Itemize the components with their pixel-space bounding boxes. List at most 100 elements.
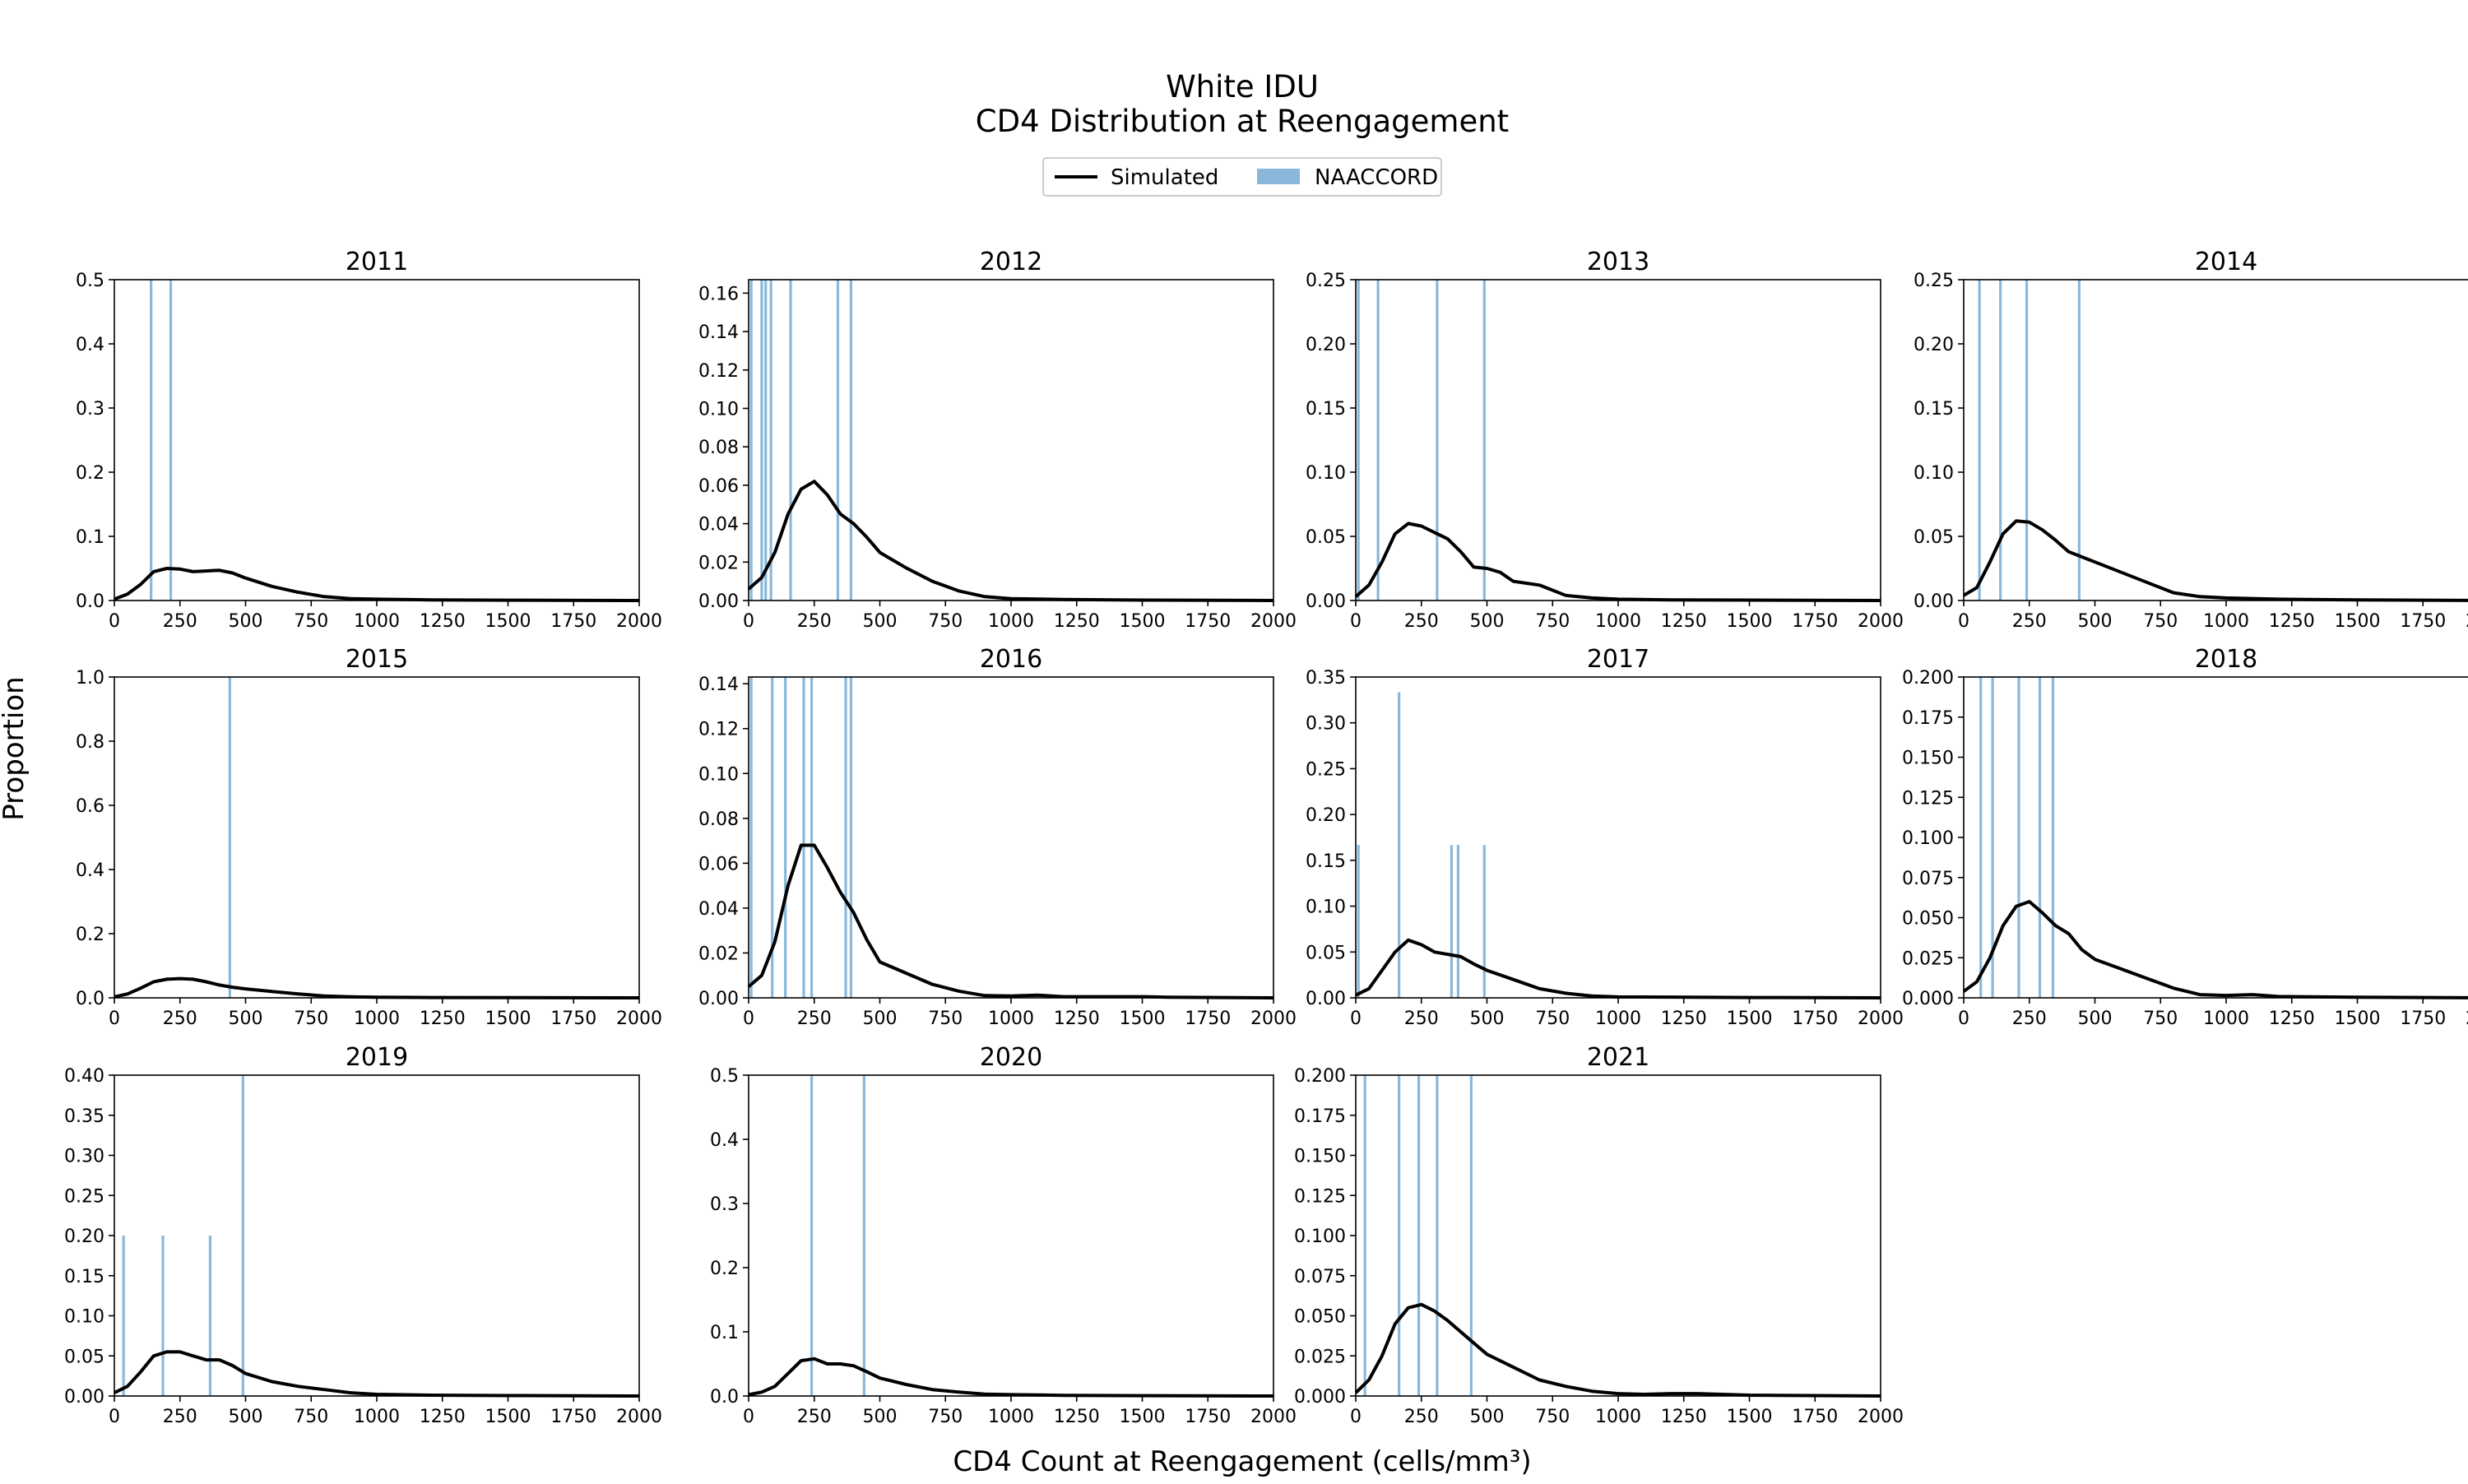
naaccord-bar — [849, 677, 853, 998]
naaccord-bar — [1357, 845, 1360, 998]
naaccord-bar — [760, 280, 763, 601]
x-tick-label: 2000 — [1250, 611, 1297, 632]
naaccord-bar — [2025, 280, 2029, 601]
x-tick-label: 1250 — [1661, 1407, 1707, 1427]
y-tick-label: 0.100 — [1294, 1227, 1346, 1247]
x-tick-label: 1750 — [550, 1009, 596, 1029]
x-axis-label: CD4 Count at Reengagement (cells/mm³) — [953, 1445, 1531, 1478]
y-tick-label: 0.20 — [1306, 335, 1346, 355]
naaccord-bar — [1978, 280, 1981, 601]
y-tick-label: 0.16 — [698, 284, 739, 304]
y-tick-label: 0.10 — [1306, 463, 1346, 484]
simulated-line — [1962, 519, 2468, 602]
panels: 2011 0 250 500 750 1000 1250 1500 1750 2000 0.0 0.1… — [64, 248, 2468, 1427]
y-tick-label: 0.25 — [64, 1186, 104, 1207]
y-tick-label: 0.14 — [698, 322, 739, 343]
y-tick-label: 0.06 — [698, 476, 739, 497]
legend-naaccord-swatch — [1257, 169, 1300, 184]
x-tick-label: 750 — [928, 1407, 963, 1427]
x-tick-label: 2000 — [616, 1407, 662, 1427]
x-tick-label: 0 — [109, 1407, 120, 1427]
x-tick-label: 250 — [797, 1407, 832, 1427]
x-tick-label: 500 — [863, 611, 898, 632]
x-tick-label: 250 — [2012, 1009, 2047, 1029]
y-tick-label: 0.0 — [76, 591, 104, 612]
y-tick-label: 0.1 — [710, 1323, 739, 1343]
panel-title: 2019 — [346, 1043, 408, 1072]
x-tick-label: 2000 — [1858, 611, 1904, 632]
y-tick-label: 0.10 — [698, 399, 739, 420]
y-tick-label: 0.05 — [64, 1347, 104, 1367]
x-tick-label: 250 — [163, 611, 197, 632]
y-tick-label: 0.00 — [64, 1387, 104, 1407]
naaccord-bar — [169, 280, 173, 601]
naaccord-bar — [784, 677, 787, 998]
y-tick-label: 0.150 — [1902, 749, 1954, 769]
y-tick-label: 0.02 — [698, 944, 739, 964]
naaccord-bar — [769, 280, 772, 601]
y-tick-label: 0.15 — [64, 1267, 104, 1287]
panel-title: 2021 — [1587, 1043, 1649, 1072]
naaccord-bar — [2038, 677, 2042, 998]
y-tick-label: 0.25 — [1306, 759, 1346, 780]
naaccord-bar — [1482, 280, 1486, 601]
x-tick-label: 1250 — [420, 1009, 466, 1029]
x-tick-label: 750 — [294, 611, 328, 632]
y-tick-label: 0.00 — [1306, 591, 1346, 612]
naaccord-bar — [749, 280, 753, 601]
y-tick-label: 0.12 — [698, 361, 739, 382]
x-tick-label: 2000 — [616, 1009, 662, 1029]
naaccord-bar — [1991, 677, 1994, 998]
panel-2014: 2014 0 250 500 750 1000 1250 1500 1750 2000 0.00 0.… — [1914, 248, 2468, 632]
y-tick-label: 0.15 — [1306, 399, 1346, 420]
legend-frame — [1042, 157, 1442, 197]
x-tick-label: 500 — [2078, 611, 2113, 632]
panel-title: 2018 — [2195, 645, 2257, 674]
simulated-line — [747, 843, 1274, 999]
y-tick-label: 0.125 — [1294, 1186, 1346, 1207]
simulated-line — [114, 1350, 640, 1398]
x-tick-label: 1000 — [988, 1407, 1034, 1427]
y-tick-label: 0.3 — [710, 1194, 739, 1215]
y-tick-label: 0.2 — [76, 925, 104, 945]
y-tick-label: 0.10 — [1306, 897, 1346, 918]
naaccord-bar — [1979, 677, 1983, 998]
y-tick-label: 0.04 — [698, 515, 739, 536]
x-tick-label: 500 — [1470, 1009, 1505, 1029]
x-tick-label: 1250 — [1054, 611, 1100, 632]
y-tick-label: 0.15 — [1914, 399, 1954, 420]
simulated-line — [114, 567, 640, 602]
x-tick-label: 1000 — [2203, 1009, 2249, 1029]
naaccord-bar — [862, 1075, 865, 1396]
x-tick-label: 0 — [743, 611, 754, 632]
panel-2019: 2019 0 250 500 750 1000 1250 1500 1750 2000 0.00 0.… — [64, 1043, 662, 1427]
x-tick-label: 1250 — [420, 611, 466, 632]
naaccord-bar — [228, 677, 231, 998]
y-tick-label: 0.025 — [1902, 948, 1954, 969]
y-tick-label: 0.5 — [76, 271, 104, 291]
y-tick-label: 0.4 — [76, 860, 104, 881]
x-tick-label: 2000 — [1858, 1009, 1904, 1029]
panel-2016: 2016 0 250 500 750 1000 1250 1500 1750 2000 0.00 0.… — [698, 645, 1297, 1029]
x-tick-label: 0 — [1350, 1009, 1362, 1029]
x-tick-label: 1500 — [485, 611, 531, 632]
y-tick-label: 0.175 — [1294, 1106, 1346, 1127]
x-tick-label: 1250 — [2269, 1009, 2315, 1029]
x-tick-label: 750 — [2143, 1009, 2178, 1029]
panel-2021: 2021 0 250 500 750 1000 1250 1500 1750 2000 0.000 0… — [1294, 1043, 1904, 1427]
y-tick-label: 0.35 — [1306, 668, 1346, 689]
y-tick-label: 0.050 — [1902, 909, 1954, 930]
y-tick-label: 0.2 — [76, 463, 104, 484]
x-tick-label: 750 — [294, 1407, 328, 1427]
simulated-line — [1355, 938, 1881, 999]
y-tick-label: 0.02 — [698, 553, 739, 573]
x-tick-label: 1750 — [1792, 1407, 1838, 1427]
y-tick-label: 0.175 — [1902, 708, 1954, 729]
y-tick-label: 0.075 — [1902, 869, 1954, 889]
y-tick-label: 0.00 — [1306, 989, 1346, 1009]
naaccord-bar — [810, 1075, 814, 1396]
y-tick-label: 0.20 — [1306, 805, 1346, 826]
y-tick-label: 0.05 — [1306, 527, 1346, 548]
y-tick-label: 0.05 — [1306, 943, 1346, 963]
